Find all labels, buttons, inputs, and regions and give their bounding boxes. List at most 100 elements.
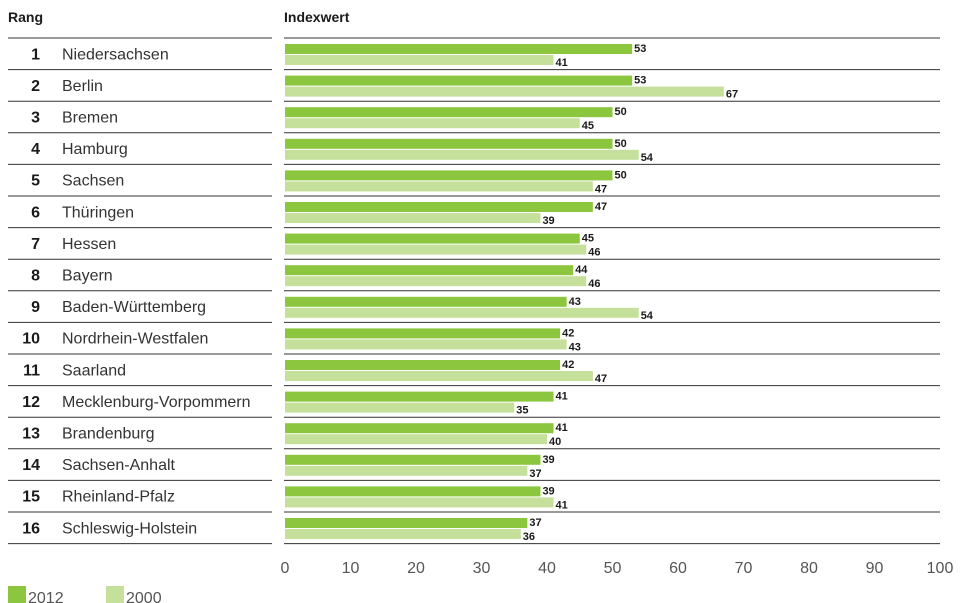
- x-tick-label: 20: [407, 560, 425, 577]
- row-10: 10 Nordrhein-Westfalen 42 43: [8, 321, 940, 353]
- value-label-2000: 39: [542, 215, 554, 227]
- value-label-2000: 47: [595, 183, 607, 195]
- rank-label: 13: [22, 426, 40, 443]
- value-label-2012: 41: [556, 422, 568, 434]
- bar-2012: [285, 391, 554, 402]
- rank-label: 6: [31, 204, 40, 221]
- x-tick-label: 100: [927, 560, 954, 577]
- legend-swatch: [8, 586, 26, 603]
- category-label: Saarland: [62, 362, 126, 379]
- bar-2012: [285, 233, 580, 244]
- bar-2000: [285, 465, 528, 476]
- bar-2012: [285, 328, 561, 339]
- value-label-2012: 39: [542, 485, 554, 497]
- headers: Rang Indexwert: [8, 9, 350, 25]
- row-13: 13 Brandenburg 41 40: [8, 416, 940, 448]
- category-label: Hessen: [62, 236, 116, 253]
- bar-2000: [285, 244, 587, 255]
- row-5: 5 Sachsen 50 47: [8, 163, 940, 195]
- row-16: 16 Schleswig-Holstein 37 36: [8, 511, 940, 543]
- x-tick-label: 60: [669, 560, 687, 577]
- rank-label: 12: [22, 394, 40, 411]
- bar-2000: [285, 402, 515, 413]
- value-label-2000: 47: [595, 373, 607, 385]
- rank-label: 4: [31, 141, 40, 158]
- value-label-2000: 36: [523, 531, 535, 543]
- legend-label: 2000: [126, 590, 162, 603]
- rank-label: 5: [31, 173, 40, 190]
- category-label: Hamburg: [62, 141, 128, 158]
- value-label-2012: 44: [575, 264, 588, 276]
- rank-label: 2: [31, 78, 40, 95]
- bar-2000: [285, 276, 587, 287]
- x-tick-label: 10: [342, 560, 360, 577]
- value-label-2012: 53: [634, 43, 646, 55]
- bar-2012: [285, 423, 554, 434]
- bar-2000: [285, 307, 639, 318]
- value-label-2000: 37: [529, 468, 541, 480]
- legend-swatch: [106, 586, 124, 603]
- category-label: Bayern: [62, 268, 113, 285]
- row-12: 12 Mecklenburg-Vorpommern 41 35: [8, 385, 940, 417]
- row-11: 11 Saarland 42 47: [8, 353, 940, 385]
- category-label: Brandenburg: [62, 426, 155, 443]
- x-axis-ticks: 0 10 20 30 40 50 60 70 80 90 100: [281, 560, 954, 577]
- category-label: Thüringen: [62, 204, 134, 221]
- bar-2000: [285, 497, 554, 508]
- category-label: Mecklenburg-Vorpommern: [62, 394, 251, 411]
- category-label: Berlin: [62, 78, 103, 95]
- bar-2000: [285, 55, 554, 65]
- value-label-2012: 45: [582, 233, 594, 245]
- rank-label: 15: [22, 489, 40, 506]
- row-3: 3 Bremen 50 45: [8, 100, 940, 132]
- bar-2012: [285, 518, 528, 528]
- bar-2000: [285, 149, 639, 160]
- bar-2000: [285, 371, 593, 381]
- category-label: Rheinland-Pfalz: [62, 489, 175, 506]
- bar-2012: [285, 107, 613, 118]
- value-label-2000: 41: [556, 499, 568, 511]
- bar-2012: [285, 202, 593, 212]
- value-label-2000: 43: [569, 341, 581, 353]
- rank-label: 11: [23, 362, 40, 379]
- rank-header: Rang: [8, 9, 43, 25]
- rank-label: 16: [22, 520, 40, 537]
- bar-2012: [285, 486, 541, 497]
- value-label-2012: 42: [562, 327, 574, 339]
- bar-2012: [285, 360, 561, 370]
- bar-2012: [285, 454, 541, 465]
- rank-label: 10: [22, 331, 40, 348]
- legend: 2012 2000: [8, 586, 162, 603]
- row-4: 4 Hamburg 50 54: [8, 132, 940, 164]
- bar-2012: [285, 44, 633, 54]
- category-label: Sachsen-Anhalt: [62, 457, 176, 474]
- value-label-2012: 53: [634, 75, 646, 87]
- bar-2012: [285, 75, 633, 86]
- bar-2000: [285, 86, 724, 97]
- x-tick-label: 0: [281, 560, 290, 577]
- rank-label: 3: [31, 110, 40, 127]
- row-1: 1 Niedersachsen 53 41: [8, 37, 940, 69]
- bar-2012: [285, 138, 613, 149]
- value-label-2012: 43: [569, 296, 581, 308]
- rank-label: 7: [31, 236, 40, 253]
- bar-2000: [285, 434, 547, 445]
- value-label-2000: 46: [588, 278, 600, 290]
- bar-2012: [285, 170, 613, 181]
- row-9: 9 Baden-Württemberg 43 54: [8, 290, 940, 322]
- row-6: 6 Thüringen 47 39: [8, 195, 940, 227]
- rank-label: 14: [22, 457, 40, 474]
- value-label-2012: 47: [595, 201, 607, 213]
- legend-label: 2012: [28, 590, 64, 603]
- value-label-2012: 50: [615, 138, 627, 150]
- category-label: Bremen: [62, 110, 118, 127]
- bar-2012: [285, 265, 574, 276]
- value-label-2012: 37: [529, 517, 541, 529]
- value-label-2000: 67: [726, 89, 738, 101]
- bar-2000: [285, 118, 580, 129]
- x-tick-label: 90: [866, 560, 884, 577]
